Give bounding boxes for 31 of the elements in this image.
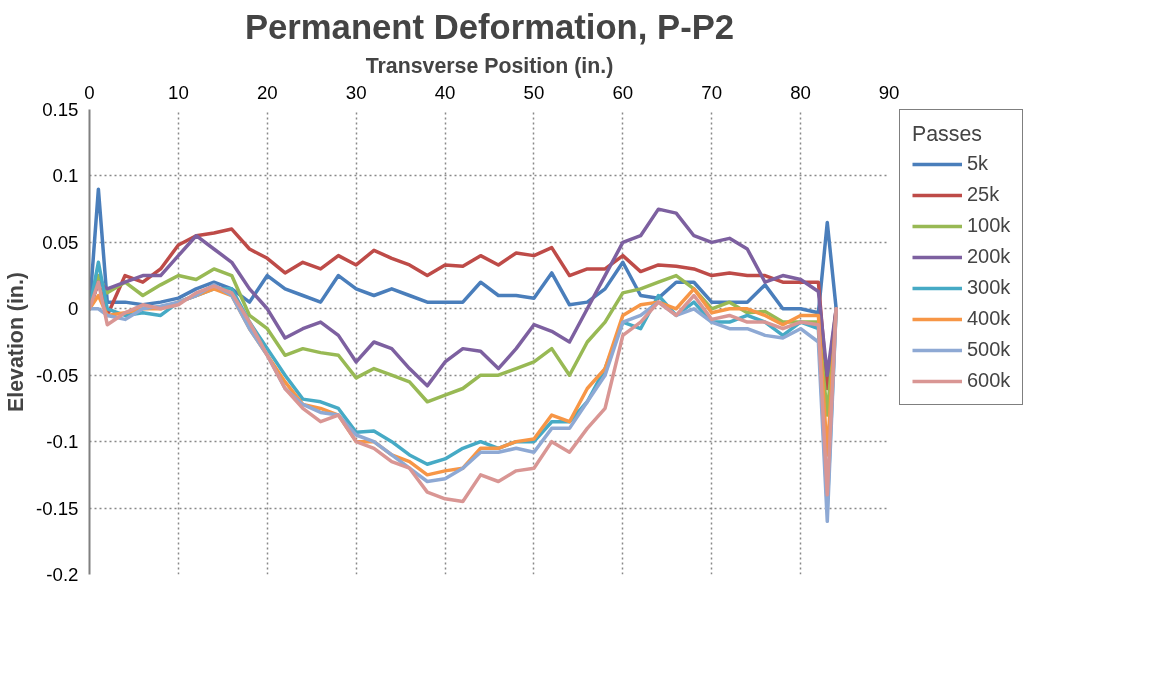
- y-tick-label: -0.15: [35, 497, 79, 519]
- x-tick-label: 60: [612, 81, 634, 103]
- y-tick-label: 0: [68, 298, 79, 320]
- legend-label: 500k: [967, 338, 1011, 361]
- y-tick-label: -0.05: [35, 364, 79, 386]
- x-tick-label: 40: [434, 81, 456, 103]
- x-tick-label: 30: [345, 81, 367, 103]
- legend-label: 200k: [967, 245, 1011, 268]
- x-tick-label: 90: [878, 81, 900, 103]
- y-tick-label: -0.2: [46, 564, 79, 585]
- y-tick-label: 0.15: [42, 99, 79, 120]
- legend-label: 25k: [967, 183, 1000, 206]
- y-axis-title: Elevation (in.): [3, 272, 28, 412]
- x-tick-label: 0: [84, 81, 95, 103]
- legend-label: 600k: [967, 369, 1011, 392]
- legend-label: 100k: [967, 214, 1011, 237]
- legend-label: 5k: [967, 152, 989, 175]
- legend-label: 300k: [967, 276, 1011, 299]
- y-tick-label: -0.1: [46, 431, 79, 453]
- x-tick-label: 80: [790, 81, 811, 103]
- x-tick-label: 50: [523, 81, 545, 103]
- x-axis-title: Transverse Position (in.): [365, 53, 614, 78]
- x-tick-label: 70: [701, 81, 723, 103]
- x-tick-label: 10: [168, 81, 189, 103]
- chart-title: Permanent Deformation, P-P2: [244, 7, 735, 46]
- line-series: [89, 187, 838, 315]
- y-tick-label: 0.05: [42, 231, 79, 253]
- legend-label: 400k: [967, 307, 1011, 330]
- y-tick-label: 0.1: [52, 165, 79, 187]
- x-tick-label: 20: [256, 81, 278, 103]
- legend-title: Passes: [912, 122, 983, 147]
